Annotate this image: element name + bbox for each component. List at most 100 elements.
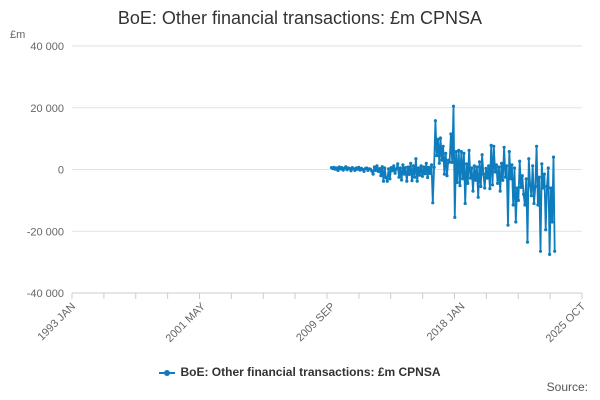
data-point[interactable] [429, 163, 434, 167]
data-point[interactable] [437, 161, 441, 165]
data-point[interactable] [551, 155, 556, 159]
data-point[interactable] [516, 198, 521, 202]
data-point[interactable] [501, 178, 505, 182]
data-point[interactable] [414, 157, 418, 161]
data-point[interactable] [410, 179, 414, 183]
data-point[interactable] [475, 165, 479, 169]
data-point[interactable] [531, 164, 535, 168]
data-point[interactable] [529, 194, 534, 198]
data-point[interactable] [392, 164, 396, 168]
data-point[interactable] [336, 168, 340, 172]
data-point[interactable] [493, 170, 497, 174]
data-point[interactable] [378, 167, 382, 171]
data-point[interactable] [383, 166, 387, 170]
data-point[interactable] [419, 164, 423, 168]
data-point[interactable] [546, 166, 550, 170]
data-point[interactable] [407, 172, 411, 176]
data-point[interactable] [497, 165, 501, 169]
data-point[interactable] [506, 223, 510, 227]
data-point[interactable] [484, 166, 488, 170]
data-point[interactable] [548, 252, 552, 256]
data-point[interactable] [389, 166, 393, 170]
data-point[interactable] [470, 166, 474, 170]
data-point[interactable] [380, 165, 384, 169]
data-point[interactable] [428, 171, 432, 176]
data-point[interactable] [540, 162, 544, 166]
data-point[interactable] [365, 166, 369, 170]
data-point[interactable] [549, 186, 553, 190]
data-point[interactable] [396, 162, 400, 166]
data-point[interactable] [416, 166, 421, 170]
data-point[interactable] [488, 187, 492, 191]
data-point[interactable] [457, 148, 461, 152]
data-point[interactable] [370, 169, 374, 173]
data-point[interactable] [503, 175, 507, 179]
data-point[interactable] [381, 179, 386, 183]
data-point[interactable] [441, 144, 445, 148]
data-point[interactable] [498, 189, 502, 193]
data-point[interactable] [466, 181, 470, 185]
data-point[interactable] [499, 161, 504, 165]
data-point[interactable] [433, 119, 437, 123]
data-point[interactable] [427, 165, 431, 169]
data-point[interactable] [525, 240, 530, 244]
data-point[interactable] [519, 185, 523, 189]
data-point[interactable] [492, 144, 496, 148]
data-point[interactable] [344, 165, 348, 169]
data-point[interactable] [535, 144, 539, 148]
data-point[interactable] [432, 165, 436, 169]
data-point[interactable] [393, 171, 397, 175]
data-point[interactable] [426, 175, 430, 180]
data-point[interactable] [509, 177, 513, 181]
data-point[interactable] [423, 172, 427, 176]
data-point[interactable] [550, 220, 554, 224]
data-point[interactable] [374, 168, 378, 172]
data-point[interactable] [490, 183, 495, 187]
data-point[interactable] [545, 184, 549, 189]
data-point[interactable] [496, 181, 500, 185]
data-point[interactable] [448, 160, 452, 164]
data-point[interactable] [487, 164, 491, 168]
data-point[interactable] [463, 201, 467, 206]
data-point[interactable] [384, 175, 388, 180]
data-point[interactable] [400, 178, 404, 182]
data-point[interactable] [340, 166, 344, 170]
data-point[interactable] [376, 169, 380, 173]
data-point[interactable] [483, 186, 487, 190]
data-point[interactable] [431, 201, 435, 205]
data-point[interactable] [507, 150, 511, 154]
data-point[interactable] [544, 228, 548, 232]
data-point[interactable] [454, 150, 458, 154]
data-point[interactable] [468, 176, 472, 180]
data-point[interactable] [538, 249, 543, 253]
data-point[interactable] [357, 165, 361, 169]
data-point[interactable] [406, 165, 410, 169]
data-point[interactable] [394, 167, 398, 171]
data-point[interactable] [420, 174, 424, 178]
data-point[interactable] [474, 178, 478, 182]
data-point[interactable] [480, 153, 484, 157]
data-point[interactable] [528, 183, 532, 187]
data-point[interactable] [518, 159, 522, 163]
data-point[interactable] [335, 166, 339, 170]
data-point[interactable] [511, 203, 515, 207]
data-point[interactable] [409, 161, 413, 165]
data-point[interactable] [353, 168, 357, 172]
data-point[interactable] [520, 174, 524, 178]
data-point[interactable] [461, 177, 465, 181]
data-point[interactable] [390, 169, 395, 173]
data-point[interactable] [424, 161, 428, 165]
data-point[interactable] [458, 184, 462, 188]
data-point[interactable] [505, 164, 509, 168]
data-point[interactable] [523, 203, 527, 207]
data-point[interactable] [522, 192, 526, 196]
data-point[interactable] [445, 174, 449, 178]
data-point[interactable] [472, 164, 476, 168]
data-point[interactable] [450, 160, 454, 164]
data-point[interactable] [401, 163, 405, 167]
data-point[interactable] [481, 172, 485, 176]
data-point[interactable] [489, 143, 493, 147]
data-point[interactable] [415, 179, 419, 183]
data-point[interactable] [515, 186, 519, 190]
data-point[interactable] [533, 184, 537, 189]
